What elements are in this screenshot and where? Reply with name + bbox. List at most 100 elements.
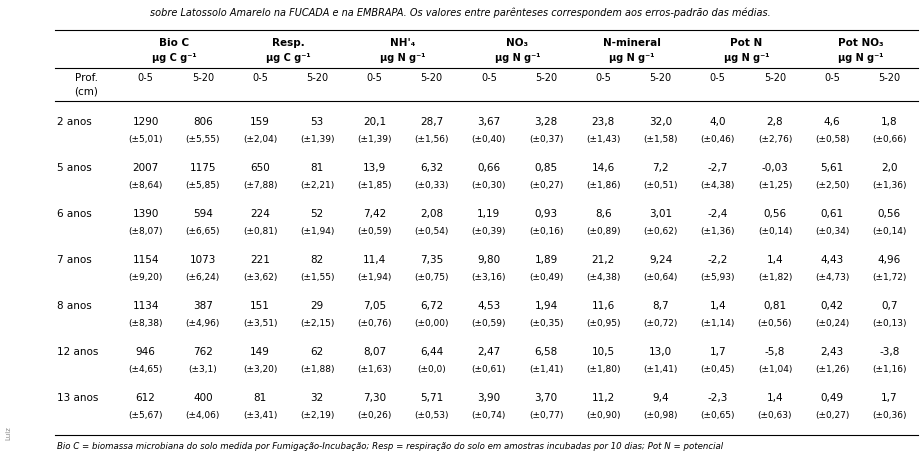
Text: 62: 62 [310, 347, 324, 357]
Text: 1,19: 1,19 [477, 209, 500, 219]
Text: (±1,04): (±1,04) [758, 365, 792, 374]
Text: (±0,54): (±0,54) [414, 227, 449, 236]
Text: (±3,62): (±3,62) [243, 273, 277, 282]
Text: 594: 594 [192, 209, 213, 219]
Text: (±1,58): (±1,58) [643, 135, 678, 144]
Text: 5,71: 5,71 [420, 393, 443, 403]
Text: (±0,35): (±0,35) [529, 319, 564, 328]
Text: 0,93: 0,93 [534, 209, 558, 219]
Text: 6,44: 6,44 [420, 347, 443, 357]
Text: (±0,72): (±0,72) [644, 319, 678, 328]
Text: 0-5: 0-5 [824, 73, 840, 83]
Text: (±1,88): (±1,88) [300, 365, 334, 374]
Text: 8,7: 8,7 [652, 301, 669, 311]
Text: (±1,39): (±1,39) [357, 135, 391, 144]
Text: 52: 52 [310, 209, 324, 219]
Text: 1,7: 1,7 [881, 393, 898, 403]
Text: (±0,46): (±0,46) [701, 135, 735, 144]
Text: (±4,65): (±4,65) [128, 365, 163, 374]
Text: (±1,86): (±1,86) [586, 181, 621, 190]
Text: 5 anos: 5 anos [57, 163, 92, 173]
Text: 151: 151 [251, 301, 270, 311]
Text: μg N g⁻¹: μg N g⁻¹ [838, 53, 883, 63]
Text: (±0,14): (±0,14) [758, 227, 792, 236]
Text: (±0,81): (±0,81) [243, 227, 277, 236]
Text: 149: 149 [251, 347, 270, 357]
Text: 13,9: 13,9 [363, 163, 386, 173]
Text: (±1,41): (±1,41) [529, 365, 564, 374]
Text: 7,30: 7,30 [363, 393, 386, 403]
Text: 762: 762 [192, 347, 213, 357]
Text: -0,03: -0,03 [762, 163, 788, 173]
Text: 3,67: 3,67 [477, 117, 500, 127]
Text: 0-5: 0-5 [481, 73, 496, 83]
Text: 0,81: 0,81 [764, 301, 787, 311]
Text: 1,4: 1,4 [766, 255, 783, 265]
Text: (±6,65): (±6,65) [185, 227, 220, 236]
Text: (±0,63): (±0,63) [758, 411, 792, 420]
Text: -2,3: -2,3 [707, 393, 728, 403]
Text: 5-20: 5-20 [306, 73, 328, 83]
Text: 0,56: 0,56 [764, 209, 787, 219]
Text: (±0,89): (±0,89) [586, 227, 621, 236]
Text: (±0,59): (±0,59) [472, 319, 507, 328]
Text: (±1,39): (±1,39) [300, 135, 334, 144]
Text: (±0,61): (±0,61) [472, 365, 507, 374]
Text: 23,8: 23,8 [591, 117, 615, 127]
Text: (±2,50): (±2,50) [815, 181, 849, 190]
Text: 11,4: 11,4 [363, 255, 386, 265]
Text: 2,08: 2,08 [420, 209, 443, 219]
Text: 7 anos: 7 anos [57, 255, 92, 265]
Text: μg N g⁻¹: μg N g⁻¹ [380, 53, 426, 63]
Text: 82: 82 [310, 255, 324, 265]
Text: Resp.: Resp. [273, 38, 305, 48]
Text: 5-20: 5-20 [421, 73, 443, 83]
Text: (±0,53): (±0,53) [414, 411, 449, 420]
Text: N-mineral: N-mineral [603, 38, 661, 48]
Text: 5,61: 5,61 [821, 163, 844, 173]
Text: (±8,64): (±8,64) [128, 181, 163, 190]
Text: Luiz: Luiz [5, 426, 11, 440]
Text: (±2,15): (±2,15) [300, 319, 334, 328]
Text: (±0,64): (±0,64) [644, 273, 678, 282]
Text: 3,01: 3,01 [649, 209, 672, 219]
Text: 2,0: 2,0 [881, 163, 898, 173]
Text: 1,4: 1,4 [766, 393, 783, 403]
Text: (±9,20): (±9,20) [128, 273, 163, 282]
Text: (±1,16): (±1,16) [872, 365, 906, 374]
Text: 0-5: 0-5 [367, 73, 382, 83]
Text: 2,8: 2,8 [766, 117, 783, 127]
Text: -2,4: -2,4 [707, 209, 728, 219]
Text: 0,61: 0,61 [821, 209, 844, 219]
Text: 221: 221 [251, 255, 270, 265]
Text: 1,94: 1,94 [534, 301, 558, 311]
Text: Prof.: Prof. [75, 73, 98, 83]
Text: 9,80: 9,80 [477, 255, 500, 265]
Text: (±1,14): (±1,14) [701, 319, 735, 328]
Text: Pot NO₃: Pot NO₃ [838, 38, 883, 48]
Text: 1290: 1290 [133, 117, 158, 127]
Text: (±0,27): (±0,27) [815, 411, 849, 420]
Text: 1,89: 1,89 [534, 255, 558, 265]
Text: (±1,72): (±1,72) [872, 273, 906, 282]
Text: 11,2: 11,2 [591, 393, 615, 403]
Text: (±0,40): (±0,40) [472, 135, 506, 144]
Text: 0,85: 0,85 [534, 163, 558, 173]
Text: 3,70: 3,70 [534, 393, 558, 403]
Text: (±1,26): (±1,26) [815, 365, 849, 374]
Text: 0-5: 0-5 [710, 73, 726, 83]
Text: (±8,38): (±8,38) [128, 319, 163, 328]
Text: 6,58: 6,58 [534, 347, 558, 357]
Text: (±3,41): (±3,41) [243, 411, 277, 420]
Text: 2,47: 2,47 [477, 347, 500, 357]
Text: 5-20: 5-20 [879, 73, 901, 83]
Text: (±0,66): (±0,66) [872, 135, 906, 144]
Text: NO₃: NO₃ [507, 38, 529, 48]
Text: 1175: 1175 [190, 163, 216, 173]
Text: (±3,1): (±3,1) [189, 365, 217, 374]
Text: (±0,45): (±0,45) [701, 365, 735, 374]
Text: 53: 53 [310, 117, 324, 127]
Text: 0,7: 0,7 [881, 301, 898, 311]
Text: (±0,77): (±0,77) [529, 411, 564, 420]
Text: (±1,63): (±1,63) [357, 365, 391, 374]
